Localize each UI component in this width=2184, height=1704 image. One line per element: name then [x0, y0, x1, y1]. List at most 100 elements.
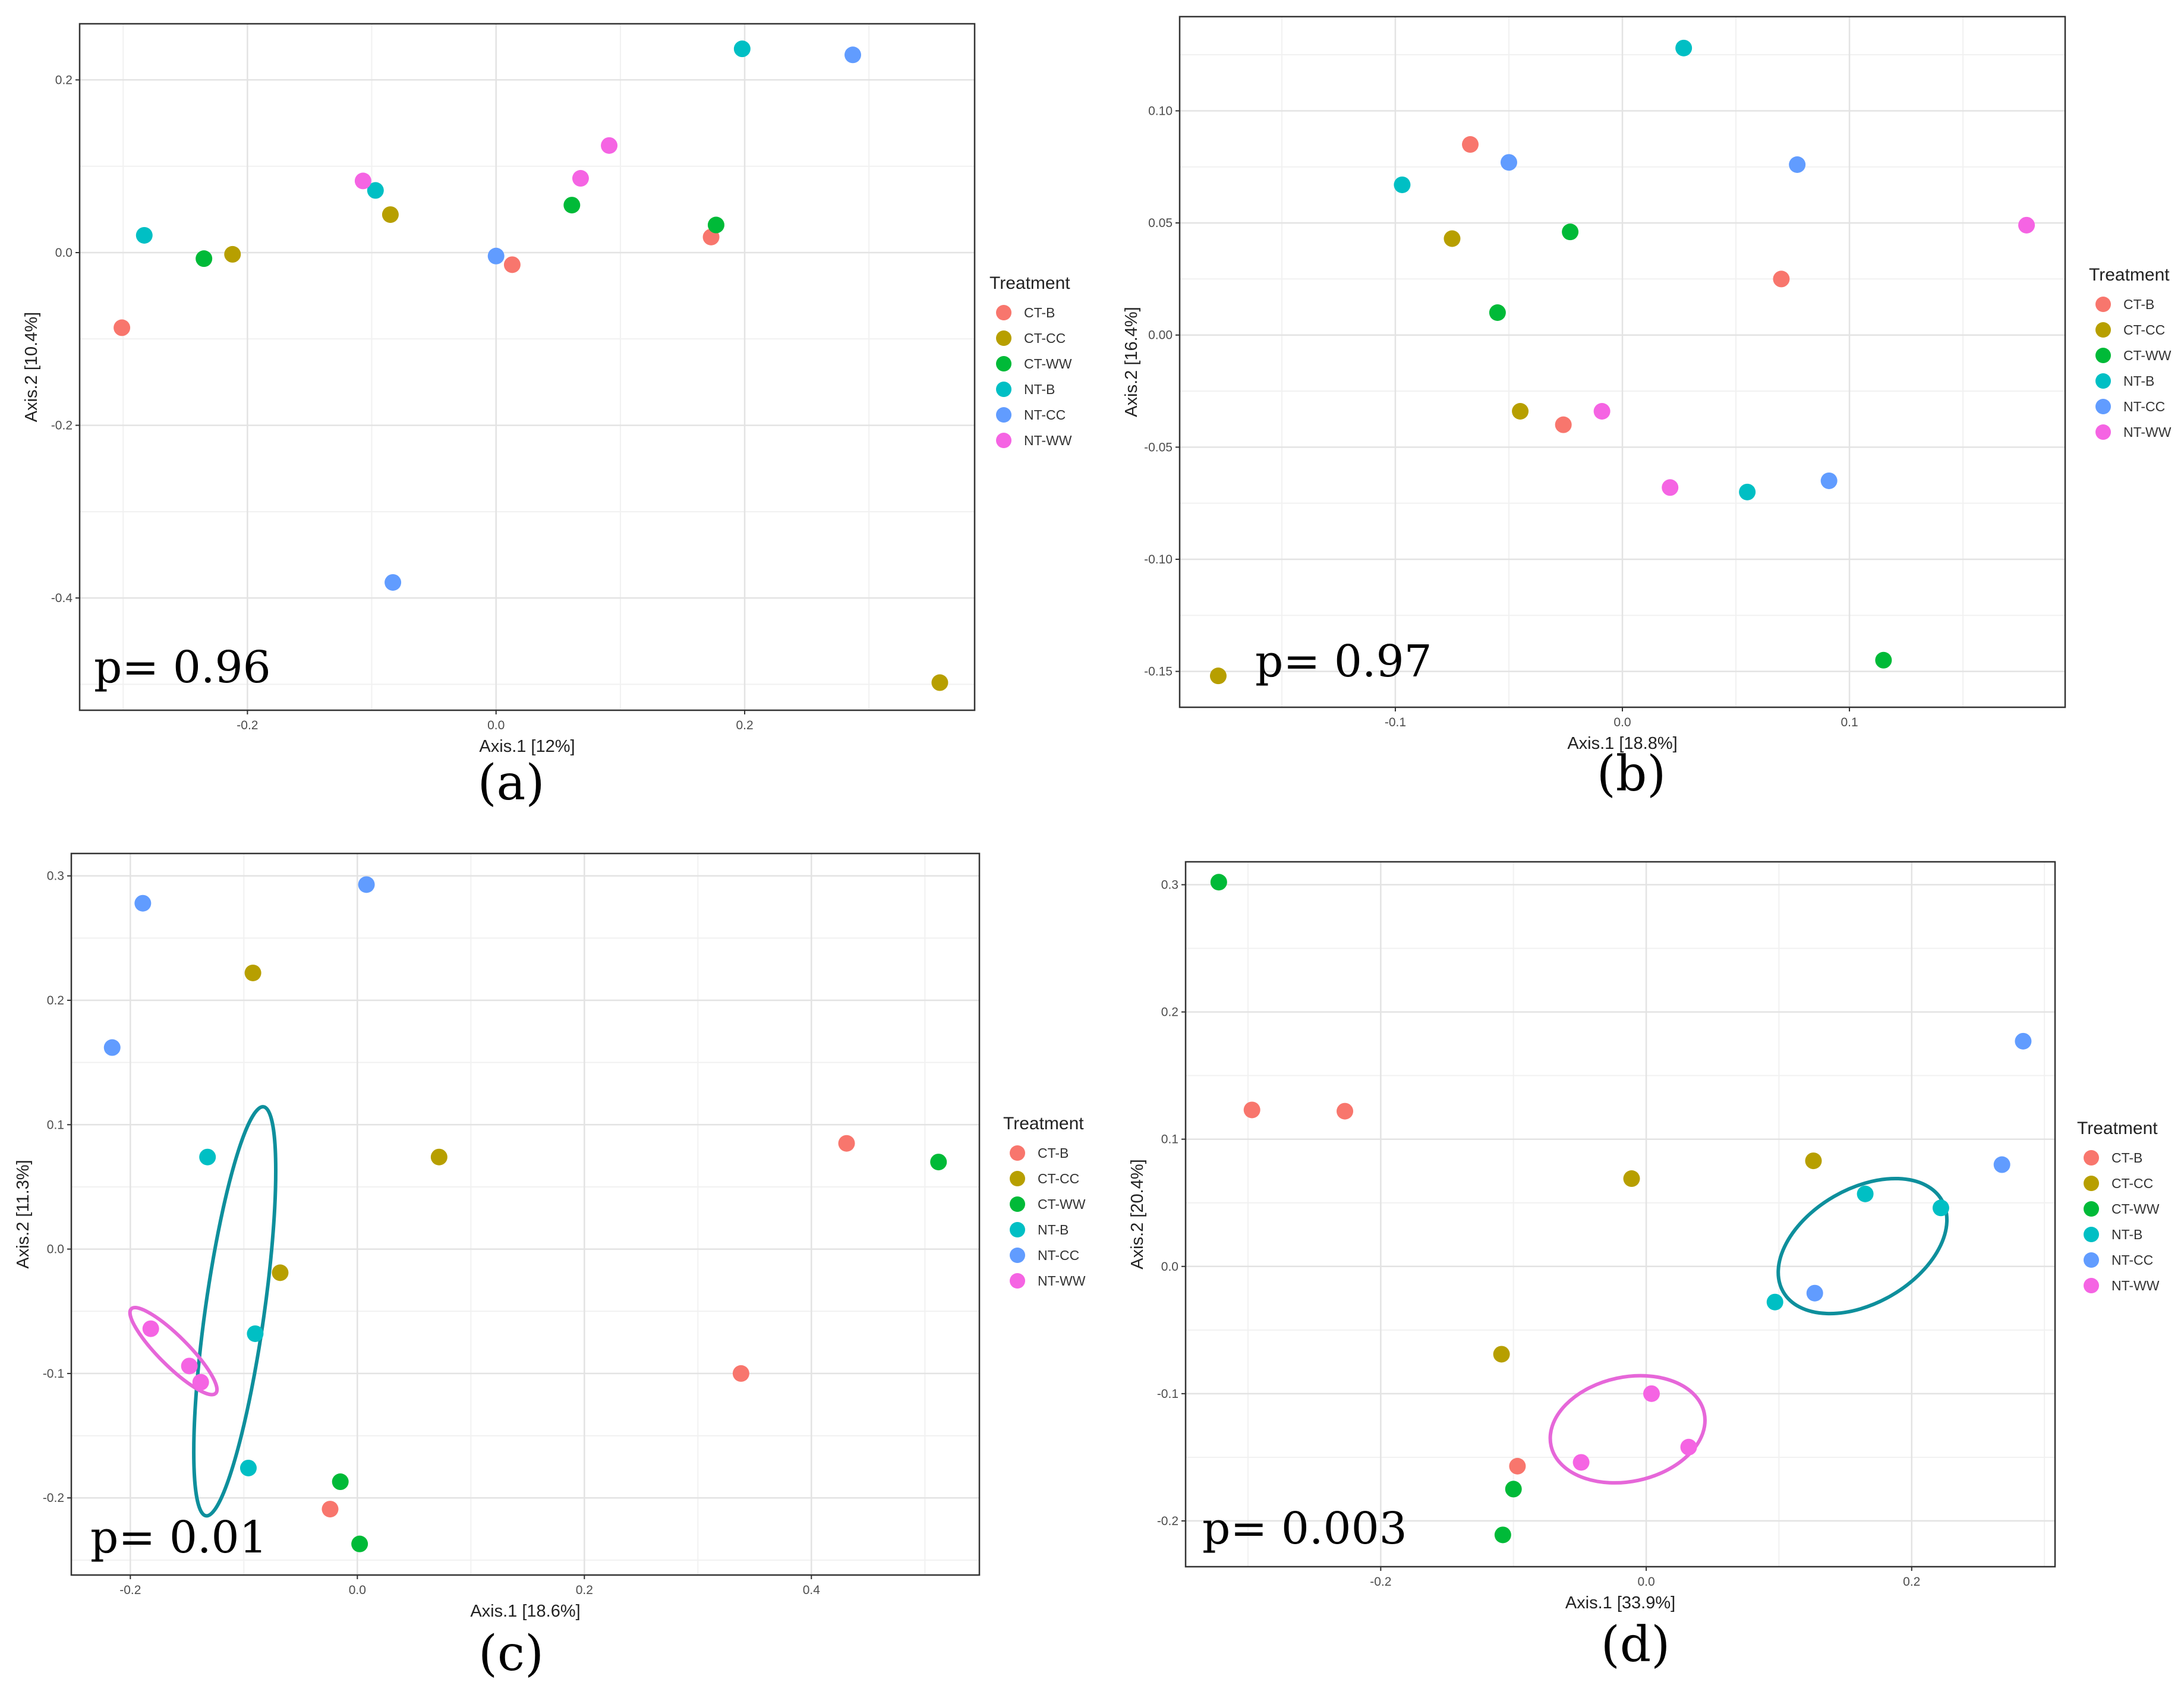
- panel-b-legend: Treatment CT-B CT-CC CT-WW NT-B NT-CC NT-WW: [2089, 265, 2172, 440]
- panel-a-y-tick-label: 0.2: [55, 73, 73, 87]
- panel-b-point-ct-b: [1773, 270, 1790, 288]
- panel-b-y-tick-label: -0.15: [1144, 665, 1173, 679]
- panel-c-ellipse-nt-b: [192, 1105, 278, 1518]
- panel-d-legend-label-ct-cc: CT-CC: [2111, 1176, 2153, 1191]
- panel-a-point-ct-ww: [563, 197, 581, 214]
- panel-d-legend-key-nt-cc: [2084, 1252, 2099, 1268]
- panel-b-x-tick-label: 0.0: [1613, 716, 1631, 729]
- panel-c-point-ct-ww: [930, 1154, 947, 1171]
- panel-b: -0.1 0.0 0.1 -0.15 -0.10 -0.05 0.00 0.05 0.10 Axi…: [1122, 15, 2172, 802]
- panel-d-y-tick-label: 0.3: [1161, 878, 1178, 892]
- panel-a: -0.2 0.0 0.2 -0.4 -0.2 0.0 0.2 Axis.1 [12%] Axis…: [22, 23, 1072, 811]
- panel-b-x-axis-title: Axis.1 [18.8%]: [1567, 734, 1677, 753]
- panel-d-point-nt-cc: [1993, 1156, 2010, 1173]
- panel-b-x-tick-label: -0.1: [1385, 716, 1406, 729]
- panel-a-y-tick-label: -0.2: [51, 419, 73, 433]
- panel-b-x-tick-label: 0.1: [1841, 716, 1858, 729]
- panel-d: -0.2 0.0 0.2 -0.2 -0.1 0.0 0.1 0.2 0.3 Axis.1 [33…: [1128, 861, 2160, 1673]
- panel-b-point-nt-b: [1675, 39, 1693, 56]
- panel-d-legend: Treatment CT-B CT-CC CT-WW NT-B NT-CC NT-WW: [2077, 1119, 2160, 1293]
- panel-b-point-nt-ww: [1593, 403, 1611, 420]
- panel-c-y-tick-label: -0.2: [43, 1491, 64, 1505]
- panel-b-point-nt-ww: [1662, 479, 1679, 496]
- panel-d-point-ct-ww: [1505, 1481, 1522, 1498]
- panel-c-point-nt-ww: [142, 1320, 159, 1337]
- panel-c-point-ct-b: [732, 1365, 749, 1382]
- panel-c-legend-label-nt-ww: NT-WW: [1038, 1273, 1086, 1289]
- panel-d-plot-background: [1186, 862, 2055, 1567]
- panel-a-legend-key-nt-b: [996, 382, 1011, 397]
- panel-d-point-ct-b: [1337, 1103, 1354, 1120]
- panel-b-point-ct-cc: [1209, 667, 1227, 685]
- panel-b-y-tick-label: -0.05: [1144, 440, 1173, 454]
- panel-a-point-nt-cc: [844, 46, 862, 64]
- panel-a-point-ct-ww: [707, 216, 724, 234]
- panel-c-legend-label-ct-b: CT-B: [1038, 1145, 1069, 1161]
- panel-b-y-tick-label: 0.00: [1148, 329, 1173, 342]
- panel-a-point-ct-b: [114, 319, 131, 336]
- panel-a-point-nt-b: [135, 226, 153, 244]
- panel-b-y-tick-label: 0.05: [1148, 216, 1173, 230]
- panel-d-x-axis-title: Axis.1 [33.9%]: [1565, 1593, 1675, 1612]
- panel-d-x-tick-label: 0.2: [1903, 1575, 1920, 1589]
- panel-a-plot-border: [78, 23, 976, 711]
- panel-d-legend-key-ct-cc: [2084, 1176, 2099, 1191]
- panel-c-legend-key-ct-b: [1010, 1145, 1025, 1161]
- panel-c-point-nt-b: [239, 1459, 257, 1476]
- panel-c-point-ct-b: [838, 1135, 855, 1152]
- panel-a-p-value: p= 0.96: [94, 642, 271, 693]
- panel-d-point-ct-cc: [1493, 1346, 1510, 1363]
- panel-d-legend-key-ct-ww: [2084, 1201, 2099, 1217]
- panel-c-point-nt-b: [199, 1148, 216, 1166]
- panel-b-legend-key-ct-ww: [2095, 348, 2111, 363]
- panel-d-point-nt-cc: [2015, 1032, 2032, 1050]
- panel-c-legend-label-ct-cc: CT-CC: [1038, 1171, 1079, 1186]
- panel-b-point-ct-ww: [1489, 304, 1506, 321]
- panel-d-point-nt-b: [1766, 1293, 1783, 1311]
- panel-b-point-nt-cc: [1820, 472, 1838, 489]
- panel-d-label: (d): [1601, 1617, 1670, 1673]
- panel-c-legend-label-nt-cc: NT-CC: [1038, 1248, 1079, 1263]
- panel-d-point-ct-cc: [1623, 1170, 1640, 1188]
- panel-c-point-nt-cc: [134, 894, 152, 912]
- panel-b-legend-label-nt-ww: NT-WW: [2123, 424, 2172, 440]
- panel-c-y-tick-label: 0.1: [47, 1118, 64, 1132]
- panel-a-legend-label-ct-b: CT-B: [1024, 305, 1055, 320]
- panel-b-point-nt-b: [1739, 483, 1756, 500]
- panel-b-point-ct-cc: [1512, 403, 1529, 420]
- panel-a-legend-label-ct-cc: CT-CC: [1024, 330, 1066, 346]
- panel-a-point-ct-b: [503, 256, 521, 273]
- panel-a-label: (a): [478, 755, 545, 811]
- panel-d-legend-label-nt-cc: NT-CC: [2111, 1252, 2153, 1268]
- panel-a-x-axis-title: Axis.1 [12%]: [479, 737, 575, 756]
- panel-a-point-nt-cc: [385, 574, 402, 591]
- panel-d-legend-label-ct-ww: CT-WW: [2111, 1201, 2160, 1217]
- panel-c-point-ct-cc: [244, 964, 261, 981]
- panel-b-legend-label-ct-ww: CT-WW: [2123, 348, 2172, 363]
- panel-d-p-value: p= 0.003: [1202, 1503, 1407, 1554]
- panel-d-y-tick-label: 0.1: [1161, 1133, 1178, 1147]
- panel-d-legend-key-ct-b: [2084, 1150, 2099, 1166]
- panel-c-point-ct-ww: [351, 1535, 368, 1552]
- panel-c: -0.2 0.0 0.2 0.4 -0.2 -0.1 0.0 0.1 0.2 0.3 Axis.1 …: [14, 852, 1086, 1682]
- panel-a-legend-label-ct-ww: CT-WW: [1024, 356, 1072, 371]
- panel-a-x-tick-label: 0.0: [487, 719, 505, 732]
- panel-d-y-tick-label: 0.0: [1161, 1260, 1178, 1274]
- panel-c-legend-title: Treatment: [1003, 1114, 1084, 1133]
- panel-b-legend-label-nt-b: NT-B: [2123, 373, 2154, 389]
- panel-c-point-ct-ww: [332, 1473, 349, 1491]
- panel-b-p-value: p= 0.97: [1255, 636, 1432, 687]
- panel-c-point-nt-cc: [103, 1039, 121, 1056]
- panel-c-legend-key-nt-cc: [1010, 1248, 1025, 1263]
- panel-a-point-ct-cc: [224, 245, 241, 263]
- panel-d-legend-label-nt-b: NT-B: [2111, 1227, 2142, 1242]
- panel-a-point-ct-ww: [196, 250, 213, 267]
- panel-b-label: (b): [1597, 746, 1666, 802]
- panel-c-legend-key-ct-cc: [1010, 1171, 1025, 1186]
- panel-b-y-tick-label: -0.10: [1144, 553, 1173, 566]
- panel-b-legend-key-ct-b: [2095, 297, 2111, 312]
- panel-a-point-nt-b: [733, 40, 751, 58]
- panel-d-point-nt-b: [1932, 1199, 1949, 1217]
- panel-a-y-tick-label: -0.4: [51, 591, 73, 605]
- panel-c-point-nt-ww: [181, 1357, 198, 1375]
